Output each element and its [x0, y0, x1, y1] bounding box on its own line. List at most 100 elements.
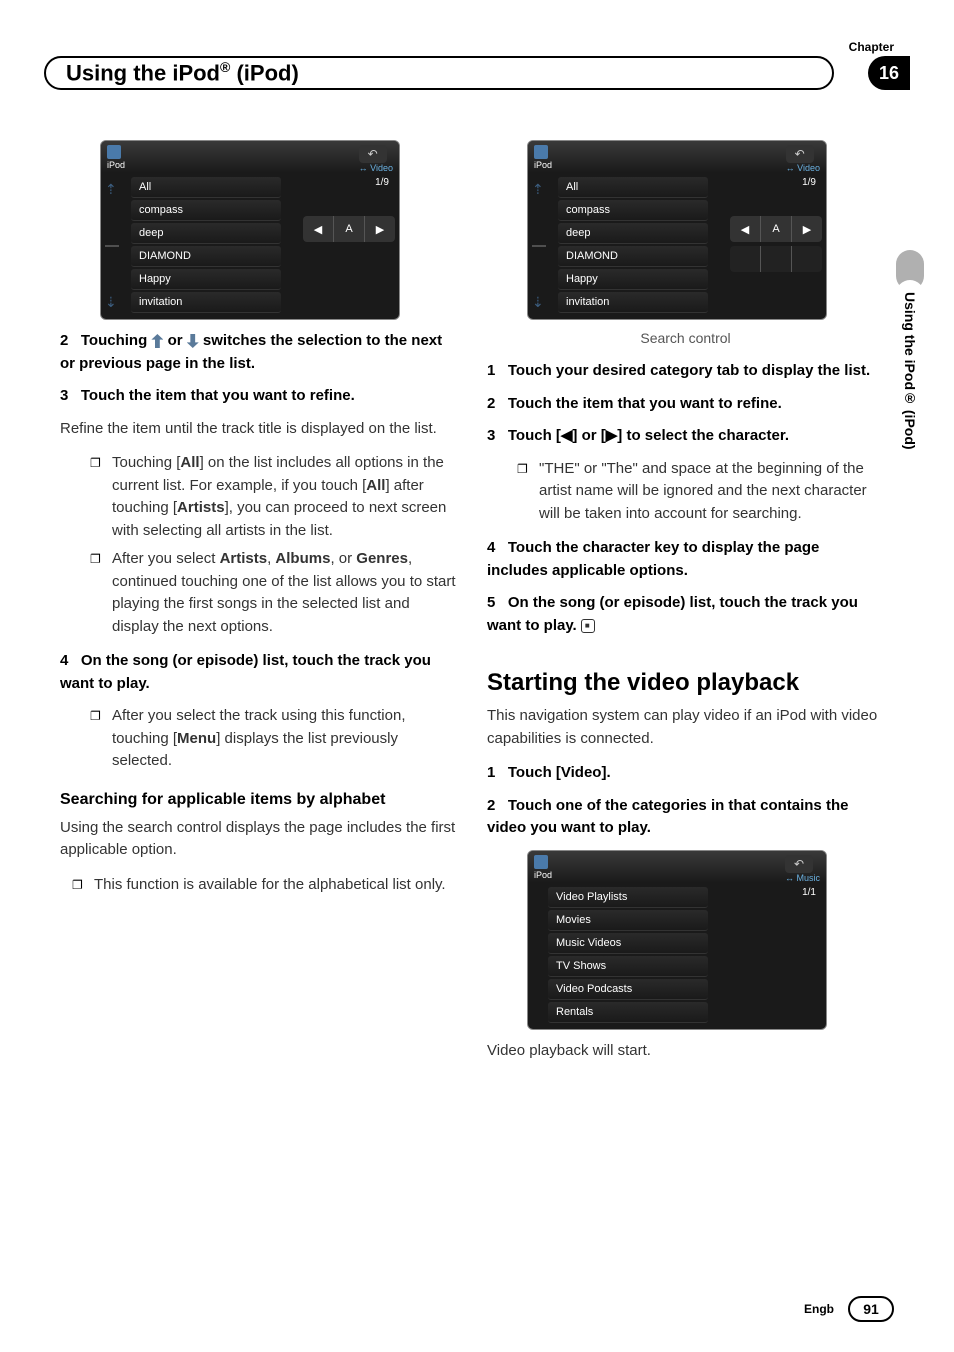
step-num: 4 — [60, 652, 68, 669]
scroll-up-icon[interactable]: ⇡ — [105, 181, 129, 198]
bullet-list-2: After you select the track using this fu… — [90, 705, 457, 773]
list-item[interactable]: TV Shows — [548, 956, 708, 977]
alpha-letter[interactable]: A — [761, 216, 792, 242]
back-icon[interactable]: ↶ — [359, 145, 387, 163]
step-num: 2 — [60, 332, 68, 349]
title-main: Using the iPod — [66, 61, 220, 86]
h2-video: Starting the video playback — [487, 669, 884, 697]
p-video-start: Video playback will start. — [487, 1040, 884, 1063]
step-2: 2 Touching or switches the selection to … — [60, 330, 457, 375]
ss-body: ⇡ ⇣ All compass deep DIAMOND Happy invit… — [528, 173, 826, 319]
r-step-5: 5 On the song (or episode) list, touch t… — [487, 592, 884, 637]
scroll-down-icon[interactable]: ⇣ — [532, 294, 556, 311]
ss-list: Video Playlists Movies Music Videos TV S… — [546, 883, 726, 1029]
page-counter: 1/1 — [730, 887, 822, 898]
chapter-label: Chapter — [849, 40, 894, 54]
list-item[interactable]: compass — [558, 200, 708, 221]
scroll-mid-icon — [105, 245, 119, 247]
bullet-list-3: This function is available for the alpha… — [72, 874, 457, 897]
mode-toggle[interactable]: ↔ Music — [785, 873, 820, 883]
scroll-icons: ⇡ ⇣ — [528, 173, 556, 319]
list-item[interactable]: compass — [131, 200, 281, 221]
end-section-icon — [581, 619, 595, 633]
list-item[interactable]: DIAMOND — [558, 246, 708, 267]
list-item[interactable]: deep — [131, 223, 281, 244]
footer: Engb 91 — [804, 1296, 894, 1322]
ss-ipod-label: iPod — [534, 145, 552, 170]
step-num: 2 — [487, 395, 495, 412]
bullet: After you select the track using this fu… — [90, 705, 457, 773]
t: Touch the item that you want to refine. — [508, 395, 782, 412]
bullet-text: After you select Artists, Albums, or Gen… — [112, 548, 457, 638]
alpha-control[interactable]: ◀ A ▶ — [730, 216, 822, 242]
list-item[interactable]: Video Playlists — [548, 887, 708, 908]
step-num: 4 — [487, 539, 495, 556]
bullet-text: "THE" or "The" and space at the beginnin… — [539, 458, 884, 526]
mode-toggle[interactable]: ↔ Video — [359, 163, 393, 173]
bullet-text: This function is available for the alpha… — [94, 874, 446, 897]
screenshot-music-list: iPod ↶ ↔ Video ⇡ ⇣ All compass deep DIAM… — [100, 140, 400, 320]
step-num: 3 — [60, 387, 68, 404]
scroll-up-icon[interactable]: ⇡ — [532, 181, 556, 198]
ss-list: All compass deep DIAMOND Happy invitatio… — [129, 173, 299, 319]
step-num: 1 — [487, 362, 495, 379]
step-num: 5 — [487, 594, 495, 611]
r-step-1: 1 Touch your desired category tab to dis… — [487, 360, 884, 383]
bullet-text: After you select the track using this fu… — [112, 705, 457, 773]
list-item[interactable]: Happy — [131, 269, 281, 290]
ss-right-panel: 1/9 ◀ A ▶ — [726, 173, 826, 319]
list-item[interactable]: DIAMOND — [131, 246, 281, 267]
title-sup: ® — [220, 59, 230, 75]
footer-page-number: 91 — [848, 1296, 894, 1322]
list-item[interactable]: Video Podcasts — [548, 979, 708, 1000]
bullet-icon — [517, 458, 531, 526]
list-item[interactable]: invitation — [558, 292, 708, 313]
step-num: 1 — [487, 764, 495, 781]
t: Touch [◀] or [▶] to select the character… — [508, 427, 789, 444]
alpha-letter[interactable]: A — [334, 216, 365, 242]
alpha-control-disabled — [730, 246, 822, 272]
bullet-text: Touching [All] on the list includes all … — [112, 452, 457, 542]
list-item[interactable]: deep — [558, 223, 708, 244]
alpha-prev[interactable]: ◀ — [730, 216, 761, 242]
scroll-mid-icon — [532, 245, 546, 247]
bullet-icon — [72, 874, 86, 897]
list-item[interactable]: invitation — [131, 292, 281, 313]
mode-toggle[interactable]: ↔ Video — [786, 163, 820, 173]
back-icon[interactable]: ↶ — [785, 855, 813, 873]
bullet-list-1: Touching [All] on the list includes all … — [90, 452, 457, 638]
ss-right-panel: 1/1 — [726, 883, 826, 1029]
alpha-next[interactable]: ▶ — [365, 216, 395, 242]
step-4: 4 On the song (or episode) list, touch t… — [60, 650, 457, 695]
v-step-2: 2 Touch one of the categories in that co… — [487, 795, 884, 840]
list-item[interactable]: Music Videos — [548, 933, 708, 954]
list-item[interactable]: All — [131, 177, 281, 198]
ss-header: iPod ↶ ↔ Video — [101, 141, 399, 173]
ipod-text: iPod — [107, 160, 125, 170]
step-num: 2 — [487, 797, 495, 814]
list-item[interactable]: Happy — [558, 269, 708, 290]
t: Touching — [81, 332, 152, 349]
p-video: This navigation system can play video if… — [487, 705, 884, 750]
screenshot-caption: Search control — [487, 330, 884, 346]
side-tab: Using the iPod® (iPod) — [896, 280, 924, 462]
scroll-down-icon[interactable]: ⇣ — [105, 294, 129, 311]
alpha-control[interactable]: ◀ A ▶ — [303, 216, 395, 242]
list-item[interactable]: Rentals — [548, 1002, 708, 1023]
list-item[interactable]: All — [558, 177, 708, 198]
scroll-icons: ⇡ ⇣ — [101, 173, 129, 319]
footer-lang: Engb — [804, 1302, 834, 1316]
bullet: This function is available for the alpha… — [72, 874, 457, 897]
content: iPod ↶ ↔ Video ⇡ ⇣ All compass deep DIAM… — [60, 140, 884, 1074]
alpha-prev[interactable]: ◀ — [303, 216, 334, 242]
ss-body: Video Playlists Movies Music Videos TV S… — [528, 883, 826, 1029]
right-column: iPod ↶ ↔ Video ⇡ ⇣ All compass deep DIAM… — [487, 140, 884, 1074]
t: Touch one of the categories in that cont… — [487, 797, 848, 837]
alpha-next[interactable]: ▶ — [792, 216, 822, 242]
r-step-4: 4 Touch the character key to display the… — [487, 537, 884, 582]
back-icon[interactable]: ↶ — [786, 145, 814, 163]
list-item[interactable]: Movies — [548, 910, 708, 931]
down-arrow-icon — [187, 334, 199, 348]
ipod-text: iPod — [534, 160, 552, 170]
t: Touch [Video]. — [508, 764, 611, 781]
